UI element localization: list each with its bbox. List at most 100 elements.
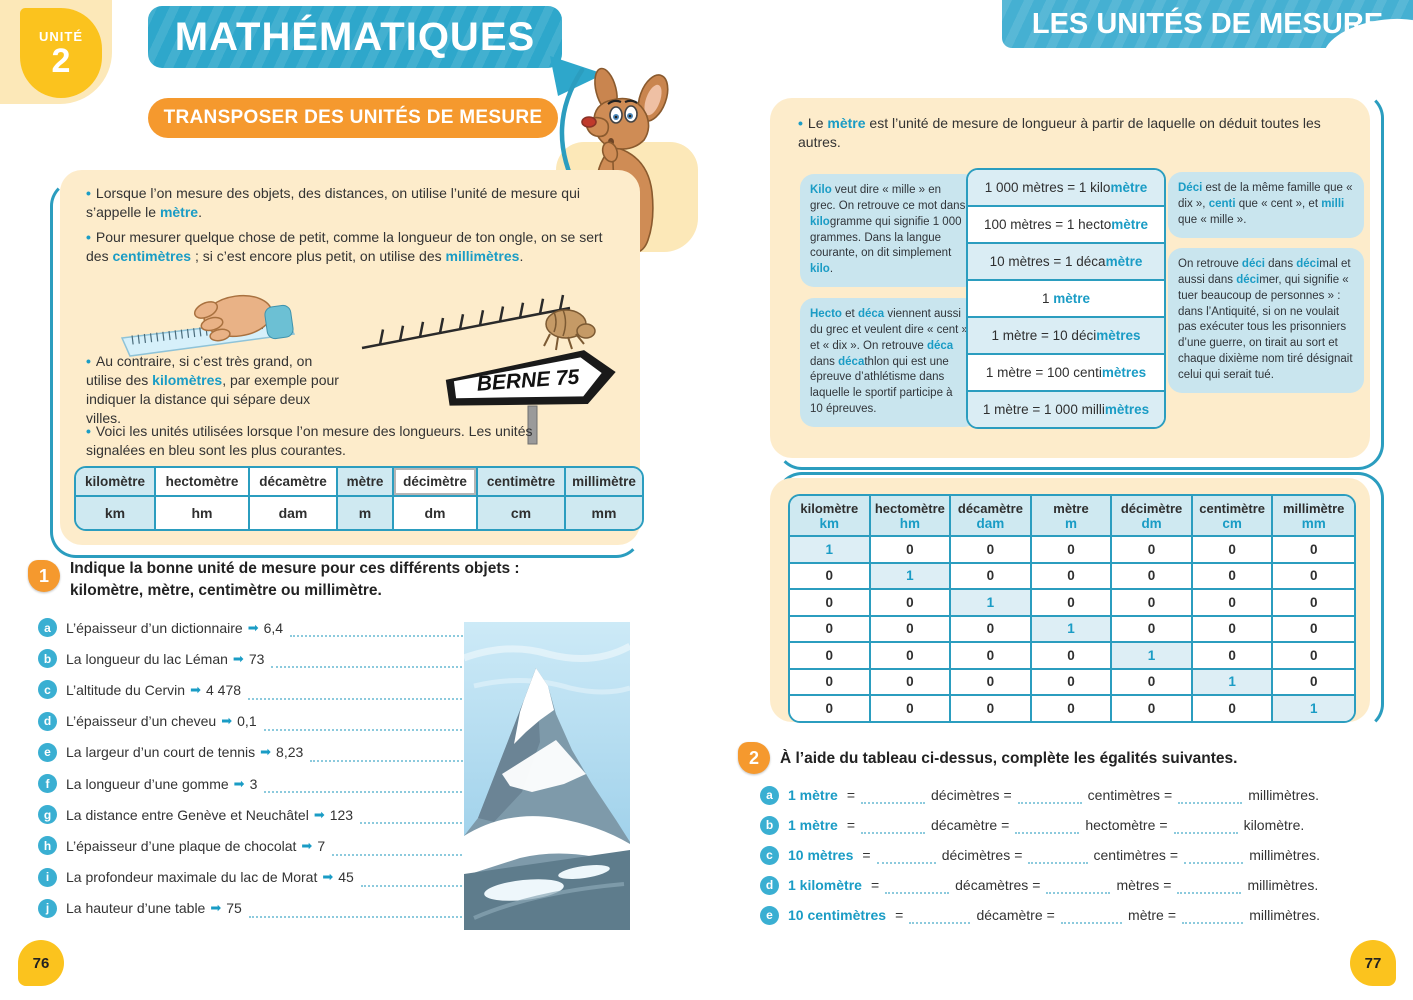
conversion-table-grid: kilomètre km hectomètre hm décamètre dam mètre… [790, 496, 1354, 721]
equality-row: 1 mètre [968, 281, 1164, 318]
answer-line[interactable] [861, 789, 925, 804]
unit-label: centimètres [1087, 787, 1161, 803]
equality-row: 1 000 mètres = 1 kilomètre [968, 170, 1164, 207]
unit-label: décamètre [976, 907, 1043, 923]
answer-line[interactable] [310, 747, 466, 762]
equals-sign: = [1159, 817, 1168, 833]
item-letter-badge: e [38, 742, 57, 762]
page-number-right: 77 [1350, 940, 1396, 986]
unit-badge-number: 2 [51, 41, 71, 80]
item-lead: 10 centimètres [788, 907, 887, 923]
item-letter-badge: i [38, 867, 57, 887]
conversion-value-cell: 0 [1112, 563, 1193, 590]
unit-abbr-cell: mm [566, 497, 642, 529]
item-lead: 1 mètre [788, 787, 838, 803]
answer-line[interactable] [1017, 789, 1082, 804]
conversion-value-cell: 0 [1031, 669, 1113, 696]
conversion-value-cell: 0 [1273, 643, 1354, 670]
answer-line[interactable] [263, 716, 466, 731]
metre-equalities-table: 1 000 mètres = 1 kilomètre 100 mètres = 1… [966, 168, 1166, 429]
intro-paragraph: • Pour mesurer quelque chose de petit, co… [86, 229, 603, 265]
exercise2-item: c 10 mètres = décimètres = centimètres = millim… [760, 840, 1320, 870]
exercise1-item: e La largeur d’un court de tennis ➡ 8,23 [38, 737, 466, 768]
answer-line[interactable] [1184, 849, 1244, 864]
answer-line[interactable] [1046, 879, 1111, 894]
item-letter-badge: b [760, 815, 779, 835]
answer-line[interactable] [1060, 909, 1123, 924]
conversion-value-cell: 0 [790, 643, 871, 670]
answer-line[interactable] [264, 778, 466, 794]
exercise1-title: Indique la bonne unité de mesure pour ce… [70, 560, 520, 599]
exercise1-item: f La longueur d’une gomme ➡ 3 [38, 768, 466, 799]
answer-line[interactable] [1178, 789, 1243, 804]
exercise1-number-badge: 1 [28, 560, 60, 592]
conversion-value-cell: 0 [1031, 537, 1113, 564]
answer-line[interactable] [1173, 819, 1238, 834]
exercise1-item: b La longueur du lac Léman ➡ 73 [38, 643, 466, 674]
answer-line[interactable] [360, 872, 466, 887]
info-paragraph: • Le mètre est l’unité de mesure de longu… [798, 115, 1321, 151]
item-text: La longueur d’une gomme [66, 775, 229, 792]
arrow-icon: ➡ [260, 744, 272, 760]
answer-line[interactable] [290, 622, 466, 638]
equals-sign: = [895, 907, 904, 923]
answer-line[interactable] [1177, 879, 1242, 894]
item-lead: 10 mètres [788, 847, 854, 863]
item-text: La longueur du lac Léman [66, 650, 228, 667]
answer-line[interactable] [248, 903, 466, 918]
item-lead: 1 mètre [788, 817, 838, 833]
item-text: L’épaisseur d’un dictionnaire [66, 619, 243, 636]
arrow-icon: ➡ [221, 713, 233, 729]
unit-label: kilomètre. [1243, 817, 1305, 833]
answer-line[interactable] [248, 685, 466, 700]
conversion-value-cell: 0 [1192, 537, 1274, 564]
conversion-value-cell: 0 [870, 590, 952, 617]
unit-label: mètre [1128, 907, 1164, 923]
answer-line[interactable] [1015, 819, 1080, 834]
page-number-left: 76 [18, 940, 64, 986]
item-value: 7 [317, 837, 326, 854]
answer-line[interactable] [885, 879, 950, 894]
exercise1-item: g La distance entre Genève et Neuchâtel ➡ 1… [38, 799, 466, 830]
conversion-value-cell: 0 [1192, 696, 1274, 721]
arrow-icon: ➡ [247, 619, 259, 635]
answer-line[interactable] [360, 809, 466, 825]
conversion-value-cell: 0 [790, 616, 871, 643]
unit-badge: UNITÉ 2 [20, 8, 102, 98]
conversion-value-cell: 0 [1273, 616, 1354, 643]
conversion-value-cell: 0 [790, 590, 871, 617]
answer-line[interactable] [876, 849, 936, 864]
answer-line[interactable] [909, 909, 971, 924]
answer-line[interactable] [332, 841, 466, 856]
equals-sign: = [1014, 847, 1023, 863]
conversion-value-cell: 0 [790, 669, 871, 696]
answer-line[interactable] [1182, 909, 1244, 924]
exercise1-item: j La hauteur d’une table ➡ 75 [38, 893, 466, 924]
equals-sign: = [870, 877, 880, 893]
item-letter-badge: e [760, 905, 779, 925]
unit-name-cell: kilomètre [76, 468, 156, 497]
units-table-abbr-row: km hm dam m dm cm mm [76, 497, 642, 529]
conversion-value-cell: 0 [1192, 563, 1274, 590]
exercise2-title: À l’aide du tableau ci-dessus, complète … [780, 750, 1238, 767]
conversion-value-cell: 0 [870, 643, 952, 670]
answer-line[interactable] [861, 819, 925, 834]
conversion-value-cell: 0 [1192, 643, 1274, 670]
unit-label: millimètres. [1249, 907, 1321, 923]
conversion-value-cell: 0 [870, 616, 952, 643]
unit-abbr-cell: dam [250, 497, 338, 529]
conversion-value-cell: 0 [870, 537, 952, 564]
equals-sign: = [846, 787, 855, 803]
answer-line[interactable] [1028, 849, 1088, 864]
unit-label: décamètre [931, 817, 998, 833]
answer-line[interactable] [271, 653, 466, 669]
unit-name-cell: mètre [338, 468, 394, 497]
equals-sign: = [1169, 847, 1179, 863]
conversion-value-cell: 0 [1112, 696, 1193, 721]
item-value: 75 [226, 900, 242, 917]
equality-row: 1 mètre = 1 000 millimètres [968, 392, 1164, 427]
item-text: L’altitude du Cervin [66, 681, 186, 698]
